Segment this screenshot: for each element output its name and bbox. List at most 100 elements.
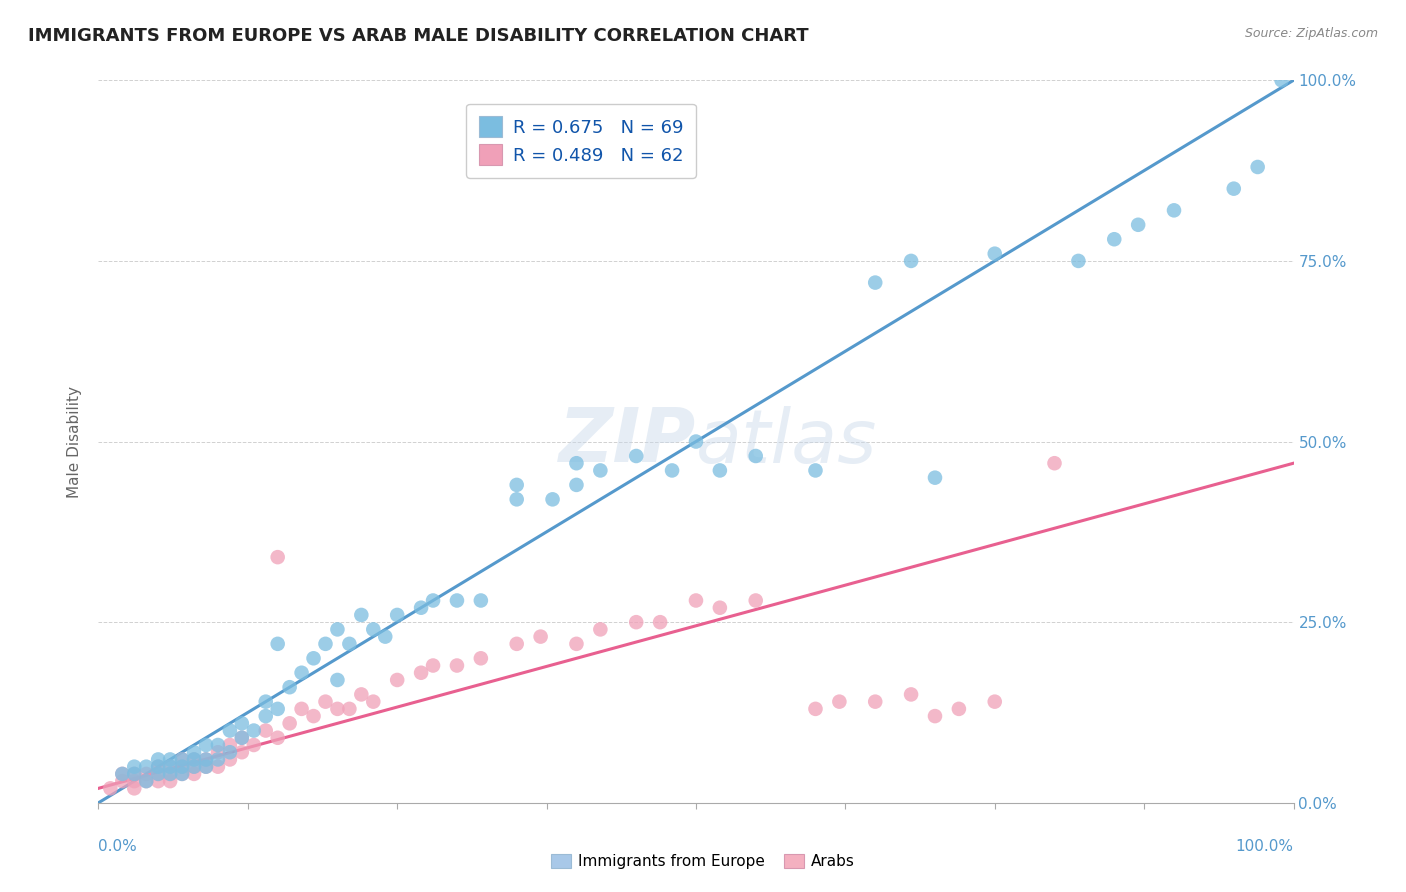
Point	[195, 752, 218, 766]
Point	[661, 463, 683, 477]
Point	[267, 550, 290, 565]
Point	[339, 637, 361, 651]
Point	[148, 767, 170, 781]
Point	[363, 695, 385, 709]
Point	[195, 738, 218, 752]
Point	[159, 767, 181, 781]
Point	[984, 695, 1007, 709]
Point	[302, 651, 325, 665]
Point	[159, 760, 181, 774]
Point	[219, 723, 242, 738]
Point	[900, 253, 922, 268]
Point	[506, 637, 529, 651]
Point	[1163, 203, 1185, 218]
Point	[98, 781, 122, 796]
Point	[148, 752, 170, 766]
Point	[709, 463, 731, 477]
Y-axis label: Male Disability: Male Disability	[67, 385, 83, 498]
Point	[589, 623, 612, 637]
Point	[984, 246, 1007, 260]
Point	[315, 695, 337, 709]
Legend: R = 0.675   N = 69, R = 0.489   N = 62: R = 0.675 N = 69, R = 0.489 N = 62	[465, 103, 696, 178]
Point	[135, 767, 157, 781]
Point	[254, 723, 277, 738]
Point	[231, 745, 253, 759]
Point	[183, 752, 205, 766]
Point	[291, 665, 314, 680]
Point	[124, 760, 146, 774]
Point	[267, 731, 290, 745]
Point	[172, 752, 194, 766]
Point	[470, 651, 492, 665]
Point	[1104, 232, 1126, 246]
Point	[326, 702, 349, 716]
Point	[506, 492, 529, 507]
Point	[1223, 182, 1246, 196]
Point	[1271, 73, 1294, 87]
Point	[135, 774, 157, 789]
Point	[626, 449, 648, 463]
Point	[565, 478, 588, 492]
Point	[111, 767, 134, 781]
Point	[148, 774, 170, 789]
Point	[254, 709, 277, 723]
Point	[111, 767, 134, 781]
Point	[900, 687, 922, 701]
Point	[828, 695, 851, 709]
Point	[231, 731, 253, 745]
Point	[339, 702, 361, 716]
Point	[207, 745, 229, 759]
Point	[541, 492, 564, 507]
Point	[243, 723, 266, 738]
Point	[565, 456, 588, 470]
Point	[219, 745, 242, 759]
Point	[1043, 456, 1066, 470]
Point	[278, 680, 301, 694]
Point	[1067, 253, 1090, 268]
Point	[374, 630, 396, 644]
Point	[172, 760, 194, 774]
Point	[207, 738, 229, 752]
Point	[530, 630, 553, 644]
Point	[124, 781, 146, 796]
Point	[363, 623, 385, 637]
Point	[124, 774, 146, 789]
Point	[267, 637, 290, 651]
Point	[506, 478, 529, 492]
Point	[470, 593, 492, 607]
Point	[148, 760, 170, 774]
Point	[124, 767, 146, 781]
Point	[183, 745, 205, 759]
Point	[589, 463, 612, 477]
Point	[626, 615, 648, 630]
Point	[159, 760, 181, 774]
Point	[1247, 160, 1270, 174]
Point	[207, 752, 229, 766]
Point	[219, 752, 242, 766]
Point	[291, 702, 314, 716]
Point	[195, 760, 218, 774]
Point	[148, 767, 170, 781]
Point	[865, 276, 887, 290]
Point	[219, 738, 242, 752]
Point	[207, 760, 229, 774]
Point	[745, 593, 768, 607]
Point	[124, 767, 146, 781]
Point	[565, 637, 588, 651]
Point	[446, 658, 468, 673]
Point	[243, 738, 266, 752]
Text: 100.0%: 100.0%	[1236, 838, 1294, 854]
Point	[709, 600, 731, 615]
Point	[159, 774, 181, 789]
Point	[804, 463, 827, 477]
Point	[446, 593, 468, 607]
Text: atlas: atlas	[696, 406, 877, 477]
Text: ZIP: ZIP	[558, 405, 696, 478]
Point	[159, 752, 181, 766]
Point	[195, 752, 218, 766]
Point	[135, 760, 157, 774]
Point	[183, 760, 205, 774]
Point	[350, 607, 373, 622]
Point	[648, 615, 672, 630]
Point	[172, 760, 194, 774]
